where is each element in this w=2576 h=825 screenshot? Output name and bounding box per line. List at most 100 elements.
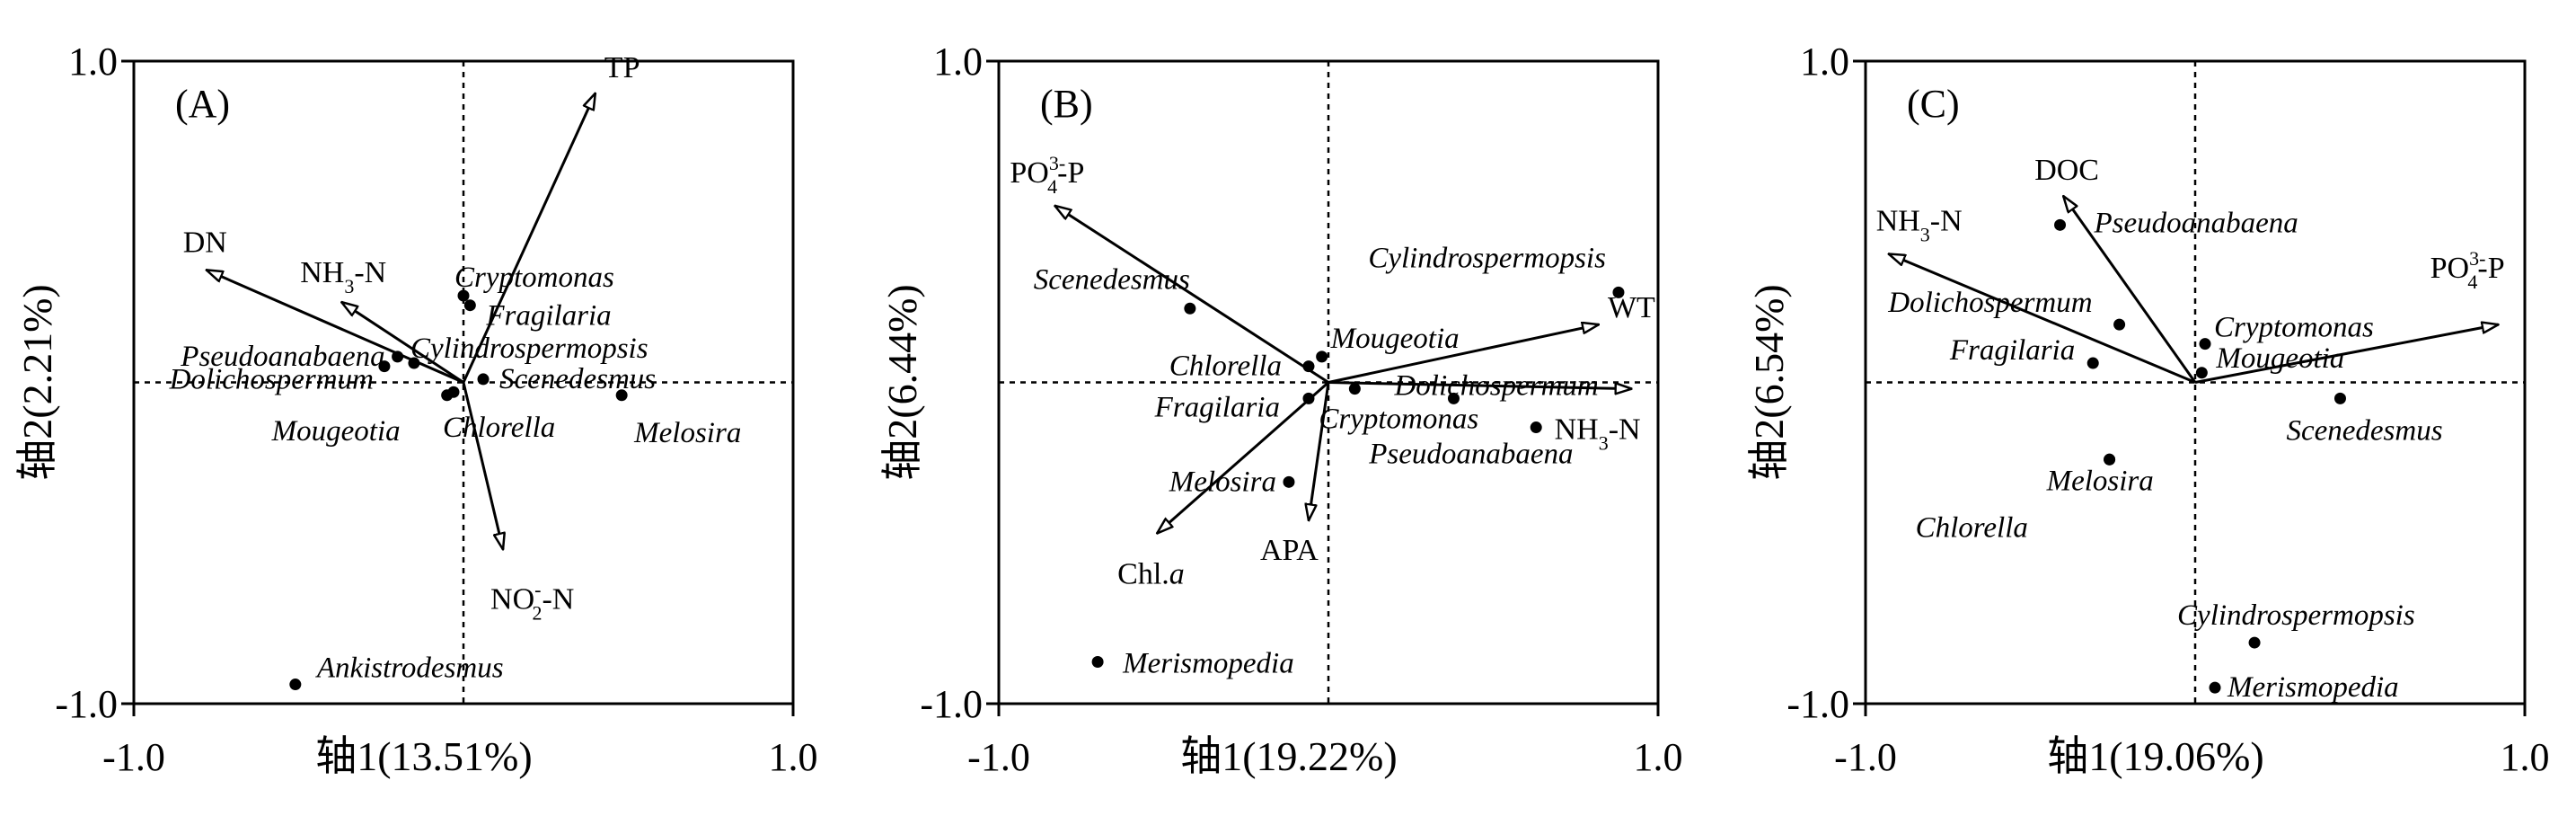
species-label: Cryptomonas	[2214, 312, 2374, 344]
species-label: Scenedesmus	[499, 363, 656, 395]
env-vector-label: Chl.a	[1117, 558, 1185, 591]
env-vector-label: TP	[604, 51, 640, 84]
panel-label: (A)	[175, 82, 230, 126]
species-point	[1530, 421, 1542, 434]
y-tick-label: -1.0	[920, 682, 983, 726]
x-tick-label: 1.0	[769, 735, 818, 779]
species-point	[1091, 656, 1104, 669]
y-axis-title: 轴2(2.21%)	[14, 284, 60, 480]
panel-a: -1.0 1.0 1.0 -1.0 轴1(13.51%) 轴2(2.21%) (A) TP DN…	[14, 40, 818, 779]
species-label: Ankistrodesmus	[315, 652, 504, 685]
species-point	[1612, 286, 1625, 298]
species-point	[1302, 360, 1315, 373]
env-vector-arrow	[1157, 381, 1329, 534]
species-point	[2248, 636, 2261, 649]
x-tick-label: 1.0	[1634, 735, 1683, 779]
species-label: Mougeotia	[271, 415, 401, 448]
species-label: Chlorella	[1169, 350, 1282, 383]
species-label: Melosira	[1169, 466, 1276, 498]
y-axis-title: 轴2(6.44%)	[879, 284, 925, 480]
env-vector-arrow	[1054, 206, 1329, 384]
species-point	[1283, 475, 1295, 488]
env-vector-arrow	[1889, 254, 2196, 384]
x-tick-label: -1.0	[967, 735, 1030, 779]
species-label: Merismopedia	[1122, 648, 1294, 680]
y-axis-title: 轴2(6.54%)	[1746, 284, 1792, 480]
panel-label: (C)	[1907, 82, 1960, 126]
y-tick-label: 1.0	[933, 40, 983, 84]
env-vector-arrow	[1309, 382, 1330, 521]
env-vector-label: DOC	[2034, 154, 2099, 187]
species-label: Pseudoanabaena	[2094, 207, 2298, 239]
species-point	[2104, 453, 2116, 466]
x-tick-label: -1.0	[102, 735, 165, 779]
panel-c: -1.0 1.0 1.0 -1.0 轴1(19.06%) 轴2(6.54%) (C) DOC N…	[1746, 40, 2550, 779]
species-point	[2209, 681, 2221, 694]
species-label: Cryptomonas	[1319, 404, 1478, 436]
x-axis-title: 轴1(19.06%)	[2047, 733, 2263, 779]
env-vector-arrow	[462, 382, 503, 550]
env-vector-arrow	[1328, 381, 1632, 389]
species-point	[2195, 367, 2208, 379]
species-label: Fragilaria	[1154, 391, 1280, 423]
species-label: Dolichospermum	[1393, 369, 1598, 402]
species-point	[2113, 318, 2126, 331]
env-vector-arrow	[341, 302, 464, 384]
species-label: Melosira	[633, 417, 741, 449]
species-label: Merismopedia	[2227, 671, 2399, 704]
panel-label: (B)	[1040, 82, 1093, 126]
env-vector-label: DN	[183, 226, 227, 259]
species-point	[2333, 392, 2346, 404]
species-label: Cylindrospermopsis	[2177, 599, 2415, 632]
species-label: Cylindrospermopsis	[410, 333, 648, 365]
species-label: Fragilaria	[1949, 334, 2075, 367]
env-vector-label: PO3-4-P	[2430, 247, 2505, 293]
species-point	[457, 289, 470, 302]
species-point	[1316, 350, 1328, 363]
env-vector-arrow	[2194, 324, 2499, 384]
species-point	[1348, 383, 1361, 395]
species-label: Dolichospermum	[1887, 287, 2092, 319]
env-vector-arrow	[207, 270, 464, 384]
species-point	[408, 357, 420, 369]
species-label: Scenedesmus	[2286, 414, 2442, 447]
species-point	[1184, 302, 1196, 315]
species-label: Mougeotia	[1330, 323, 1460, 355]
y-tick-label: 1.0	[1800, 40, 1849, 84]
species-point	[289, 679, 302, 691]
env-vector-label: NH3-N	[300, 256, 386, 297]
panel-b: -1.0 1.0 1.0 -1.0 轴1(19.22%) 轴2(6.44%) (B) PO3-…	[879, 40, 1683, 779]
species-label: Melosira	[2046, 465, 2154, 497]
species-label: Cryptomonas	[454, 262, 614, 294]
species-label: Mougeotia	[2215, 342, 2344, 375]
species-label: Chlorella	[1916, 511, 2028, 544]
species-point	[447, 386, 460, 398]
species-point	[2199, 338, 2211, 350]
species-point	[1447, 392, 1460, 404]
species-point	[615, 389, 628, 402]
species-label: Fragilaria	[485, 300, 611, 333]
species-label: Cylindrospermopsis	[1368, 242, 1606, 274]
species-point	[2086, 357, 2099, 369]
x-tick-label: 1.0	[2501, 735, 2550, 779]
x-axis-title: 轴1(13.51%)	[315, 733, 532, 779]
env-vector-label: APA	[1260, 534, 1319, 567]
species-label: Pseudoanabaena	[180, 341, 384, 373]
env-vector-label: NO-2-N	[490, 578, 574, 624]
env-vector-arrow	[1328, 324, 1599, 384]
y-tick-label: -1.0	[55, 682, 118, 726]
y-tick-label: 1.0	[68, 40, 118, 84]
env-vector-label: PO3-4-P	[1010, 152, 1084, 198]
species-point	[2054, 218, 2067, 231]
species-label: Dolichospermum	[169, 364, 374, 396]
species-label: Pseudoanabaena	[1368, 439, 1573, 471]
env-vector-label: NH3-N	[1555, 413, 1641, 455]
species-label: Chlorella	[443, 412, 555, 444]
y-tick-label: -1.0	[1786, 682, 1849, 726]
species-point	[392, 350, 404, 363]
species-point	[378, 360, 391, 373]
env-vector-label: NH3-N	[1876, 205, 1963, 246]
x-axis-title: 轴1(19.22%)	[1180, 733, 1397, 779]
